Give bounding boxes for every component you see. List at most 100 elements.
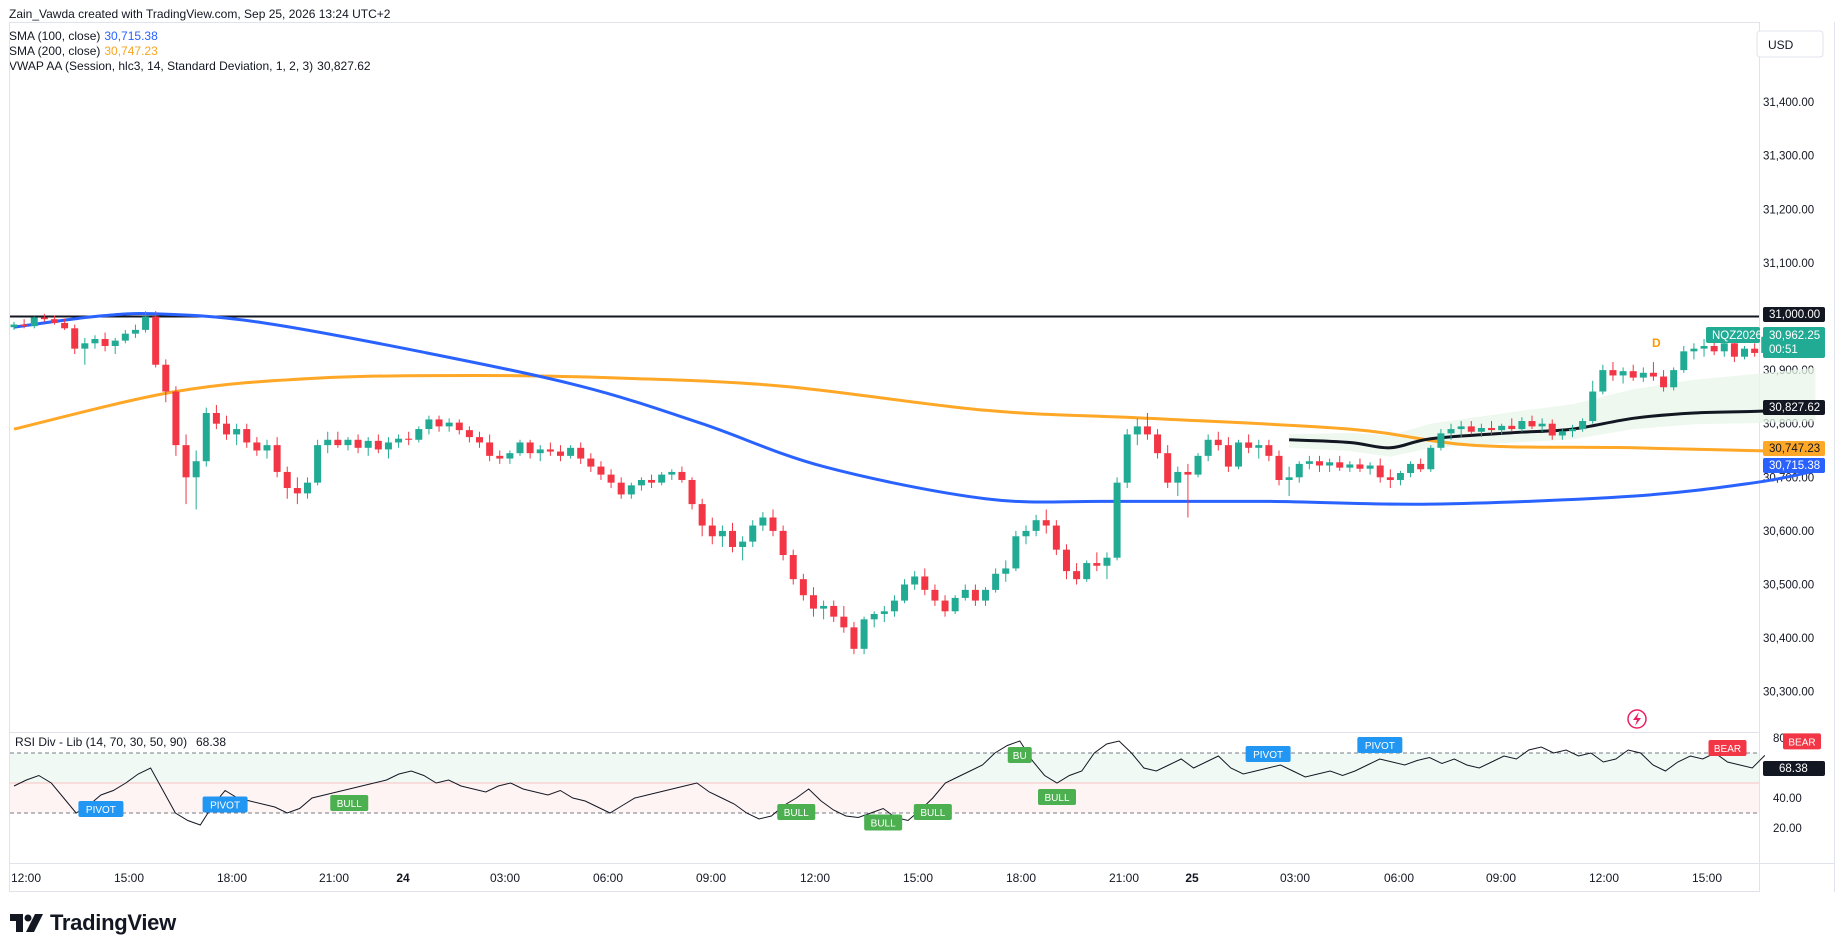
candle [840, 605, 848, 633]
vwap-legend-label: VWAP AA (Session, hlc3, 14, Standard Dev… [9, 59, 314, 73]
lightning-icon[interactable] [1627, 709, 1647, 729]
candle-body [283, 471, 291, 489]
rsi-tick-label: 20.00 [1773, 823, 1802, 835]
candle [1488, 421, 1496, 435]
candle [1609, 362, 1617, 381]
rsi-signal-text: BULL [784, 808, 809, 819]
candle-body [1558, 431, 1566, 436]
candle [901, 579, 909, 604]
candle [880, 605, 888, 623]
candle-body [425, 419, 433, 430]
rsi-labels-group: PIVOT PIVOT BULL BULL BULL BULL BU BULL PIVOT PIV… [78, 733, 1822, 831]
candle [1508, 418, 1516, 432]
candle [172, 386, 180, 456]
candle-body [486, 442, 494, 456]
time-tick-label: 09:00 [1486, 871, 1516, 885]
candle [445, 418, 453, 432]
candle-body [840, 616, 848, 628]
vwap-band [1289, 367, 1816, 457]
candle [992, 568, 1000, 593]
candle-body [334, 439, 342, 446]
candle-body [1002, 568, 1010, 574]
candle-body [1609, 370, 1617, 376]
time-tick-label: 24 [396, 871, 410, 885]
candle-body [1407, 463, 1415, 474]
candle-body [1366, 465, 1374, 469]
tradingview-brand: TradingView [50, 910, 176, 935]
candle [789, 549, 797, 585]
candle-body [1305, 461, 1313, 464]
candle-body [1184, 471, 1192, 475]
time-tick-label: 12:00 [800, 871, 830, 885]
candle [1032, 514, 1040, 537]
candle [253, 437, 261, 456]
candle-body [1315, 461, 1323, 466]
rsi-signal-badge [78, 801, 124, 817]
time-tick-label: 15:00 [1692, 871, 1722, 885]
candle-body [344, 439, 352, 446]
rsi-tick-label: 40.00 [1773, 793, 1802, 805]
candle-body [162, 364, 170, 392]
rsi-line-group [13, 740, 1766, 826]
sma200-legend[interactable]: SMA (200, close) 30,747.23 [9, 44, 158, 58]
candle-body [1538, 423, 1546, 427]
candle [233, 423, 241, 446]
candle-body [759, 517, 767, 526]
candle [1568, 424, 1576, 438]
rsi-signal-label: PIVOT [202, 796, 248, 813]
candle [1467, 421, 1475, 435]
candle [1194, 453, 1202, 478]
currency-button[interactable] [1756, 30, 1824, 58]
candle [81, 337, 89, 365]
candle [1710, 340, 1718, 356]
candle-body [1255, 445, 1263, 448]
candle [1265, 439, 1273, 462]
session-marker: D [1652, 336, 1661, 350]
attribution-text: Zain_Vawda created with TradingView.com,… [9, 7, 391, 21]
rsi-signal-text: BU [1013, 751, 1027, 762]
candle [1548, 419, 1556, 440]
rsi-signal-badge [1783, 733, 1822, 750]
candle [1093, 552, 1101, 572]
candle [405, 431, 413, 446]
candle-body [1730, 343, 1738, 357]
candle-body [1275, 455, 1283, 480]
vwap-legend[interactable]: VWAP AA (Session, hlc3, 14, Standard Dev… [9, 59, 371, 73]
candle-body [1568, 429, 1576, 432]
candle [1295, 461, 1303, 483]
rsi-signal-label: PIVOT [1357, 737, 1403, 753]
tradingview-logo[interactable]: TradingView [10, 910, 176, 936]
candle [1386, 469, 1394, 489]
candle-body [617, 482, 625, 495]
sma100-line [13, 312, 1816, 506]
rsi-signal-badge [1007, 747, 1032, 763]
candle [223, 415, 231, 440]
rsi-line [13, 740, 1766, 826]
candle-body [314, 445, 322, 483]
candle-body [1417, 463, 1425, 470]
candle [587, 453, 595, 472]
candle [1751, 343, 1759, 357]
candle [698, 498, 706, 537]
candle-body [1224, 445, 1232, 467]
candle [658, 471, 666, 486]
candle-body [1022, 530, 1030, 537]
candle-body [688, 479, 696, 505]
candle [1447, 423, 1455, 440]
rsi-signal-label: BEAR [1708, 740, 1747, 756]
candle [263, 439, 271, 459]
candle [941, 595, 949, 617]
candle-body [374, 440, 382, 450]
candle-body [91, 339, 99, 344]
sma100-tag [1763, 458, 1825, 473]
sma100-legend[interactable]: SMA (100, close) 30,715.38 [9, 29, 158, 43]
candle [142, 311, 150, 333]
candle [1214, 431, 1222, 451]
candle [516, 439, 524, 456]
candle [1174, 466, 1182, 497]
candle [111, 337, 119, 355]
candle-body [1649, 372, 1657, 377]
candle-body [1336, 462, 1344, 468]
candle-body [81, 343, 89, 349]
